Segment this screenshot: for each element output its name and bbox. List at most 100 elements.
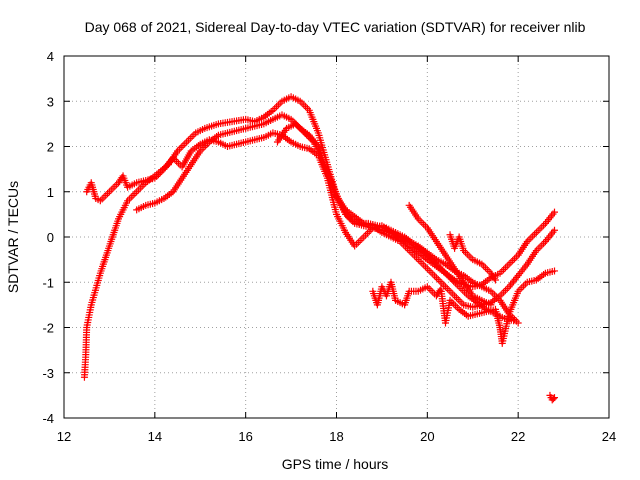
data-point	[551, 394, 558, 402]
data-point	[363, 229, 371, 237]
data-point	[536, 225, 544, 233]
data-point	[549, 395, 557, 403]
data-point	[505, 260, 513, 268]
data-point	[520, 282, 528, 290]
data-point	[181, 140, 189, 148]
axis-ticks	[63, 55, 610, 419]
data-point	[186, 134, 194, 142]
data-point	[200, 143, 208, 151]
data-point	[451, 292, 459, 300]
data-point	[360, 233, 368, 241]
data-point	[273, 103, 281, 111]
data-point	[300, 101, 308, 109]
data-point	[105, 188, 113, 196]
data-point	[538, 223, 546, 231]
data-point	[456, 297, 464, 305]
data-point	[134, 186, 142, 194]
data-point	[133, 188, 141, 196]
y-tick-label: 1	[47, 185, 54, 200]
data-point	[400, 241, 408, 249]
data-point	[179, 142, 187, 150]
y-tick-label: 3	[47, 94, 54, 109]
data-point	[416, 217, 424, 225]
data-points	[80, 93, 558, 404]
data-point	[138, 182, 146, 190]
data-point	[425, 285, 433, 293]
y-tick-label: 0	[47, 230, 54, 245]
data-point	[183, 138, 191, 146]
data-point	[188, 133, 196, 141]
data-point	[109, 184, 117, 192]
data-point	[416, 257, 424, 265]
data-point	[551, 267, 558, 275]
data-point	[529, 232, 537, 240]
data-point	[540, 239, 548, 247]
data-point	[302, 103, 310, 111]
data-point	[420, 261, 428, 269]
x-tick-label: 18	[329, 429, 343, 444]
data-point	[436, 277, 444, 285]
data-point	[418, 219, 426, 227]
data-point	[98, 195, 106, 203]
data-point	[500, 266, 508, 274]
data-point	[491, 276, 499, 284]
data-point	[356, 237, 364, 245]
y-tick-label: -4	[42, 411, 54, 426]
data-point	[490, 274, 498, 282]
data-point	[509, 257, 517, 265]
data-point	[551, 208, 558, 216]
data-point	[465, 252, 473, 260]
data-point	[454, 295, 462, 303]
data-point	[432, 274, 440, 282]
data-point	[453, 304, 461, 312]
data-point	[423, 265, 431, 273]
data-point	[438, 279, 446, 287]
data-point	[452, 294, 460, 302]
data-point	[405, 247, 413, 255]
data-point	[463, 250, 471, 258]
grid	[64, 56, 609, 418]
data-point	[443, 285, 451, 293]
y-tick-label: -1	[42, 275, 54, 290]
data-point	[483, 266, 491, 274]
y-tick-label: 4	[47, 49, 54, 64]
series-track-4	[273, 120, 518, 325]
y-tick-labels: -4 -3 -2 -1 0 1 2 3 4	[42, 49, 54, 426]
data-point	[129, 191, 137, 199]
data-point	[131, 190, 139, 198]
series-track-1	[80, 93, 522, 381]
data-point	[534, 227, 542, 235]
data-point	[365, 228, 373, 236]
data-point	[507, 258, 515, 266]
data-point	[358, 235, 366, 243]
data-point	[551, 226, 558, 234]
data-point	[534, 245, 542, 253]
data-point	[127, 193, 135, 201]
data-point	[487, 301, 495, 309]
data-point	[501, 264, 509, 272]
data-point	[536, 243, 544, 251]
x-tick-label: 16	[238, 429, 252, 444]
x-tick-label: 14	[148, 429, 162, 444]
data-point	[525, 236, 533, 244]
data-point	[447, 288, 455, 296]
y-tick-label: 2	[47, 140, 54, 155]
data-point	[510, 317, 518, 325]
data-point	[274, 101, 282, 109]
series-track-5	[369, 267, 558, 347]
x-tick-label: 12	[57, 429, 71, 444]
data-point	[500, 288, 508, 296]
data-point	[111, 182, 119, 190]
data-point	[431, 272, 439, 280]
x-axis-label: GPS time / hours	[282, 456, 389, 472]
data-point	[136, 184, 144, 192]
x-tick-label: 24	[602, 429, 616, 444]
x-tick-labels: 12 14 16 18 20 22 24	[57, 429, 616, 444]
x-tick-label: 20	[420, 429, 434, 444]
y-tick-label: -3	[42, 366, 54, 381]
data-point	[418, 259, 426, 267]
data-point	[527, 234, 535, 242]
data-point	[362, 231, 370, 239]
data-point	[422, 222, 430, 230]
data-point	[538, 241, 546, 249]
